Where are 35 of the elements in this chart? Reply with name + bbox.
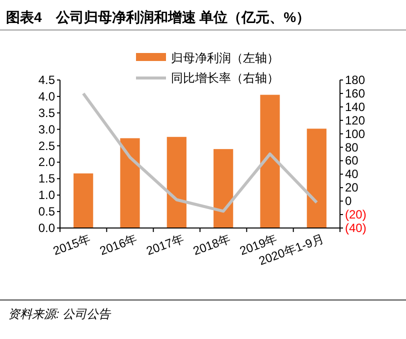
- x-tick-label: 2016年: [98, 232, 140, 258]
- bar: [260, 94, 280, 228]
- y-tick-label: 1.0: [38, 188, 56, 202]
- y-tick-label: 3.5: [38, 106, 56, 120]
- bar: [120, 138, 140, 228]
- y2-tick-label: 80: [345, 140, 359, 154]
- bar: [166, 136, 186, 228]
- y2-tick-label: 140: [345, 100, 366, 114]
- y2-tick-label: 0: [345, 194, 352, 208]
- bar: [74, 173, 94, 228]
- y-tick-label: 4.0: [38, 89, 56, 104]
- y-tick-label: 2.5: [38, 138, 56, 153]
- y2-tick-label: 160: [345, 86, 366, 100]
- y2-tick-label: 100: [345, 126, 366, 141]
- y2-tick-label: 120: [345, 113, 366, 128]
- y2-tick-label: 180: [345, 73, 366, 87]
- bar: [306, 128, 326, 228]
- y2-tick-label: (20): [345, 208, 366, 222]
- x-tick-label: 2017年: [144, 232, 186, 258]
- legend-label: 归母净利润（左轴）: [171, 51, 279, 65]
- y-tick-label: 4.5: [38, 73, 56, 87]
- y2-tick-label: (40): [345, 221, 366, 235]
- line-series: [82, 92, 318, 213]
- legend-label: 同比增长率（右轴）: [171, 71, 279, 85]
- y-tick-label: 3.0: [38, 122, 56, 136]
- y2-tick-label: 60: [345, 154, 359, 168]
- chart-title: 图表4 公司归母净利润和增速 单位（亿元、%）: [6, 9, 310, 25]
- text: 资料来源: 公司公告: [8, 307, 112, 321]
- y-tick-label: 1.5: [38, 172, 56, 186]
- x-tick-label: 2018年: [191, 232, 232, 258]
- bar: [214, 149, 234, 228]
- y-tick-label: 0.5: [38, 204, 56, 219]
- y2-tick-label: 20: [345, 180, 359, 195]
- y-tick-label: 2.0: [38, 155, 56, 170]
- y2-tick-label: 40: [345, 167, 359, 182]
